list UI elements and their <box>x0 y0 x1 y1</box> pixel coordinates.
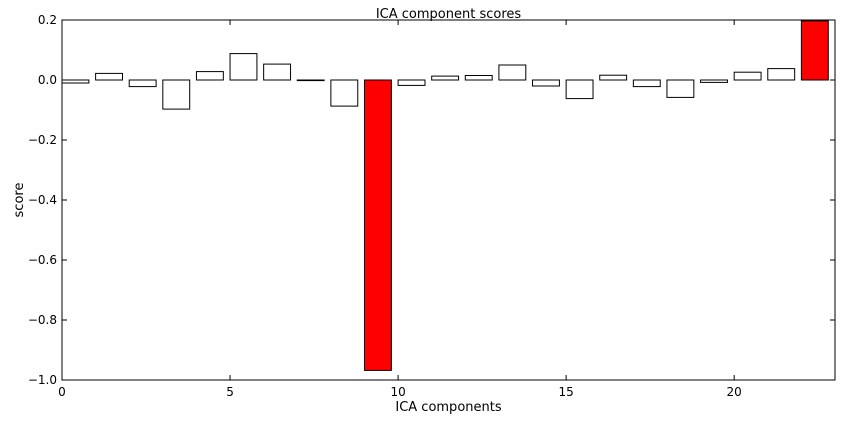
x-tick-label: 10 <box>390 385 405 399</box>
y-tick-label: −1.0 <box>28 373 57 387</box>
y-tick-label: −0.6 <box>28 253 57 267</box>
bar-component-13 <box>498 64 527 81</box>
bar-component-4 <box>195 71 224 81</box>
bar-component-19 <box>700 79 728 83</box>
x-axis: 0 5 10 15 20 <box>58 20 742 399</box>
bar-component-7 <box>296 79 325 82</box>
bar-component-16 <box>599 74 628 81</box>
bar-component-20 <box>733 71 762 81</box>
y-axis: 0.2 0.0 −0.2 −0.4 −0.6 −0.8 −1.0 <box>28 13 835 387</box>
y-tick-label: −0.8 <box>28 313 57 327</box>
bar-component-12 <box>464 75 493 81</box>
bar-component-6 <box>263 63 292 81</box>
x-tick-label: 5 <box>226 385 234 399</box>
x-tick-label: 20 <box>727 385 742 399</box>
bar-component-21 <box>767 68 796 81</box>
bar-component-8 <box>330 79 359 107</box>
y-tick-label: 0.2 <box>38 13 57 27</box>
bars-group <box>61 20 829 371</box>
y-tick-label: 0.0 <box>38 73 57 87</box>
x-tick-label: 0 <box>58 385 66 399</box>
bar-component-2 <box>128 79 157 88</box>
bar-component-5 <box>229 53 258 81</box>
y-tick-label: −0.2 <box>28 133 57 147</box>
plot-frame <box>61 19 836 381</box>
bar-component-9 <box>363 79 392 371</box>
x-axis-title: ICA components <box>395 400 501 415</box>
bar-component-18 <box>666 79 695 98</box>
chart-title: ICA component scores <box>376 7 522 22</box>
bar-component-15 <box>565 79 594 100</box>
bar-component-3 <box>162 79 191 110</box>
y-tick-label: −0.4 <box>28 193 57 207</box>
bar-component-17 <box>632 79 661 88</box>
bar-component-1 <box>95 72 123 81</box>
bar-component-22 <box>800 20 829 81</box>
bar-component-11 <box>431 75 460 81</box>
y-axis-title: score <box>12 183 27 218</box>
bar-component-14 <box>532 79 560 87</box>
bar-component-10 <box>397 79 426 86</box>
x-tick-label: 15 <box>558 385 573 399</box>
